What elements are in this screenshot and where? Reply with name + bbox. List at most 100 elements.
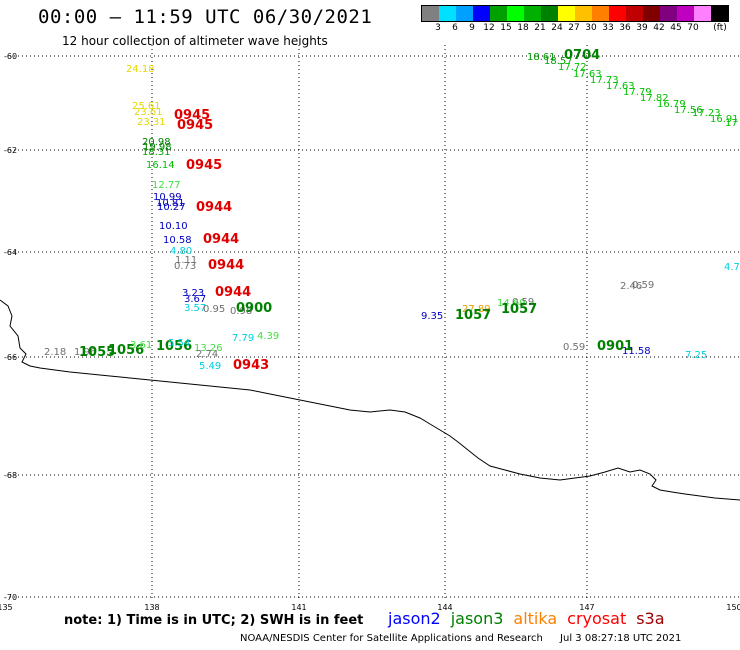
credit-line: NOAA/NESDIS Center for Satellite Applica…	[240, 633, 695, 644]
latitude-label: -60	[4, 52, 17, 61]
graticule	[10, 45, 740, 600]
legend-swatch	[660, 6, 677, 21]
legend-swatch	[643, 6, 660, 21]
wave-height-label: 4.39	[257, 331, 279, 342]
legend-tick: 33	[602, 23, 614, 33]
wave-height-label: 17.63	[573, 69, 602, 80]
wave-height-label: 2.74	[196, 349, 218, 360]
wave-height-label: 0.59	[512, 297, 534, 308]
pass-time-label: 0944	[196, 200, 232, 215]
pass-time-label: 0945	[174, 108, 210, 123]
wave-height-label: 23.61	[134, 107, 163, 118]
wave-height-label: 0.73	[174, 261, 196, 272]
wave-height-label: 12.77	[152, 180, 181, 191]
wave-height-label: 3.57	[184, 303, 206, 314]
latitude-label: -62	[4, 146, 17, 155]
pass-time-label: 1056	[156, 339, 192, 354]
wave-height-label: 17.82	[640, 93, 669, 104]
wave-height-label: 18.61	[527, 52, 556, 63]
legend-tick: 15	[500, 23, 512, 33]
legend-swatch	[626, 6, 643, 21]
legend-swatch	[694, 6, 711, 21]
longitude-label: 135	[0, 603, 13, 612]
legend-swatch	[456, 6, 473, 21]
legend-tick: 3	[435, 23, 441, 33]
legend-tick: 45	[670, 23, 682, 33]
wave-height-label: 0.59	[632, 280, 654, 291]
longitude-label: 150	[726, 603, 740, 612]
wave-height-label: 10.27	[157, 202, 186, 213]
latitude-label: -66	[4, 353, 17, 362]
wave-height-label: 10.81	[156, 198, 185, 209]
satellite-legend: jason2 jason3 altika cryosat s3a	[388, 609, 675, 628]
legend-tick: 30	[585, 23, 597, 33]
wave-height-label: 24.18	[126, 64, 155, 75]
wave-height-label: 4.80	[170, 246, 192, 257]
wave-height-label: 13.26	[194, 343, 223, 354]
longitude-label: 144	[437, 603, 452, 612]
legend-tick: 70	[687, 23, 699, 33]
wave-height-label: 23.31	[137, 117, 166, 128]
wave-height-label: 11.58	[622, 346, 651, 357]
wave-height-label: 5.54	[168, 338, 190, 349]
wave-height-label: 17	[725, 118, 738, 129]
wave-height-label: 0.95	[203, 304, 225, 315]
pass-time-label: 1055	[79, 345, 115, 360]
wave-height-label: 17.79	[623, 87, 652, 98]
wave-height-label: 14.69	[497, 298, 526, 309]
wave-height-label: 2.46	[620, 281, 642, 292]
wave-height-color-legend	[421, 5, 729, 22]
wave-height-label: 18.31	[142, 147, 171, 158]
wave-height-label: 7.79	[232, 333, 254, 344]
observations-layer: 18.61 070418.5717.7217.6317.7317.6317.791…	[44, 48, 740, 373]
latitude-label: -70	[4, 593, 17, 602]
longitude-label: 141	[291, 603, 306, 612]
legend-swatch	[422, 6, 439, 21]
wave-height-label: 17.63	[606, 81, 635, 92]
wave-height-label: 25.61	[132, 101, 161, 112]
wave-height-label: 18.57	[544, 56, 573, 67]
pass-time-label: 0945	[186, 158, 222, 173]
longitude-label: 138	[144, 603, 159, 612]
wave-height-label: 10.10	[159, 221, 188, 232]
pass-time-label: 0945	[177, 118, 213, 133]
legend-swatch	[711, 6, 728, 21]
wave-height-label: 0.59	[563, 342, 585, 353]
pass-time-label: 0944	[215, 285, 251, 300]
satellite-jason3-label: jason3	[450, 609, 504, 628]
wave-height-label: 7.25	[685, 350, 707, 361]
antarctic-coastline	[0, 299, 740, 501]
wave-height-label: 17.73	[590, 75, 619, 86]
wave-height-label: 5.49	[199, 361, 221, 372]
wave-height-label: 9.35	[421, 311, 443, 322]
pass-time-label: 1057	[455, 308, 491, 323]
pass-time-label: 0943	[233, 358, 269, 373]
legend-tick: 9	[469, 23, 475, 33]
pass-time-label: 0944	[203, 232, 239, 247]
wave-height-label: 3.23	[182, 288, 204, 299]
legend-swatch	[592, 6, 609, 21]
wave-height-label: 3.61	[130, 340, 152, 351]
wave-height-label: 17.23	[692, 108, 721, 119]
legend-swatch	[609, 6, 626, 21]
pass-time-label: 1057	[501, 302, 537, 317]
pass-time-label: 0704	[564, 48, 600, 63]
footer-note: note: 1) Time is in UTC; 2) SWH is in fe…	[64, 613, 364, 628]
wave-height-label: 0.98	[230, 306, 252, 317]
longitude-label: 147	[579, 603, 594, 612]
legend-tick: (ft)	[713, 23, 727, 33]
satellite-s3a-label: s3a	[636, 609, 665, 628]
legend-tick: 27	[568, 23, 580, 33]
wave-height-label: 16.79	[657, 99, 686, 110]
wave-height-label: 16.91	[710, 114, 739, 125]
legend-swatch	[575, 6, 592, 21]
legend-swatch	[524, 6, 541, 21]
legend-tick: 39	[636, 23, 648, 33]
credit-text: NOAA/NESDIS Center for Satellite Applica…	[240, 633, 543, 644]
legend-tick: 42	[653, 23, 665, 33]
satellite-altika-label: altika	[513, 609, 558, 628]
legend-swatch	[677, 6, 694, 21]
pass-time-label: 0944	[208, 258, 244, 273]
wave-height-label: 10.99	[153, 192, 182, 203]
legend-swatch	[473, 6, 490, 21]
